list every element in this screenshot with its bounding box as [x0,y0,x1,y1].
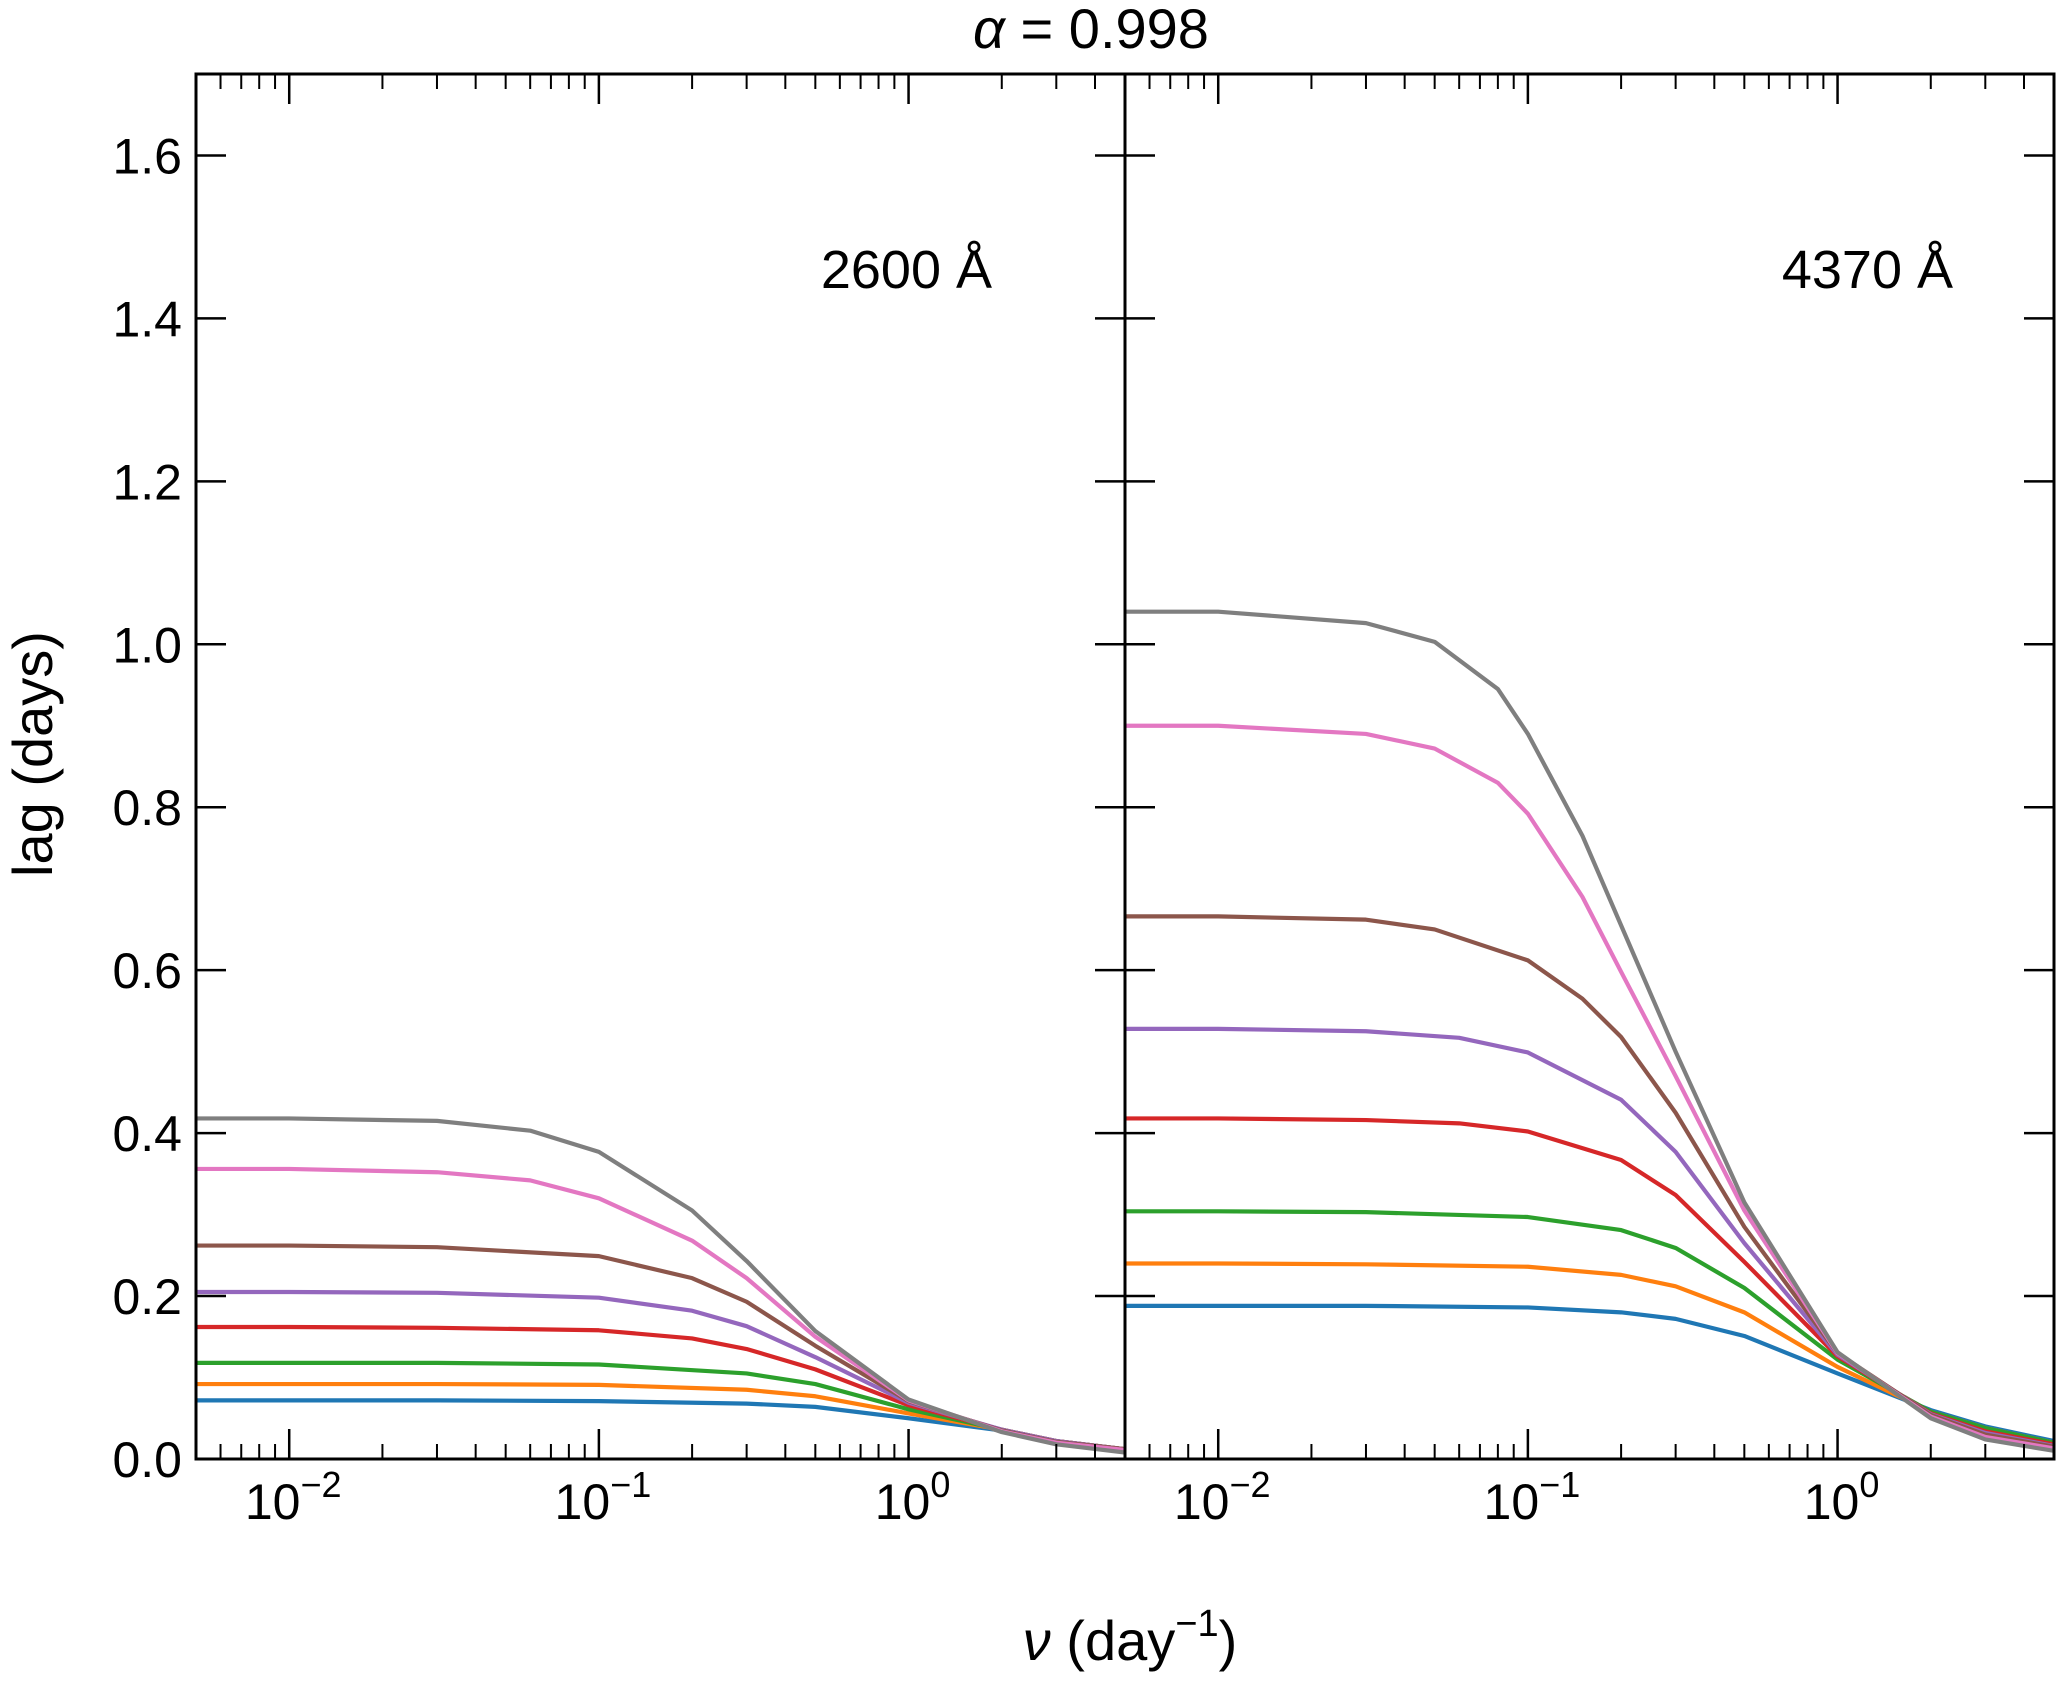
panel-label: 2600 Å [821,240,992,300]
series-line-6 [1125,914,2054,1449]
y-tick-label: 1.4 [112,291,182,347]
y-tick-label: 0.2 [112,1269,182,1325]
series-line-7 [196,1166,1125,1453]
chart-title: α = 0.998 [973,0,1209,60]
y-tick-label: 0.6 [112,943,182,999]
y-tick-label: 1.6 [112,128,182,184]
y-tick-label: 0.4 [112,1106,182,1162]
panel-label: 4370 Å [1782,240,1953,300]
y-tick-label: 0.0 [112,1432,182,1488]
y-tick-label: 1.2 [112,454,182,510]
y-axis-label: lag (days) [1,631,64,877]
x-label-close: ) [1219,1609,1238,1672]
x-tick-label: 10−2 [245,1464,342,1530]
x-tick-label: 100 [875,1464,951,1530]
series-line-7 [1125,723,2054,1451]
series-line-2 [1125,1261,2054,1445]
x-label-exp: −1 [1175,1603,1218,1645]
series-line-5 [1125,1026,2054,1449]
title-symbol: α [973,0,1007,60]
series-line-1 [1125,1303,2054,1444]
series-line-8 [1125,609,2054,1453]
series-line-4 [1125,1116,2054,1447]
x-tick-label: 10−1 [555,1464,652,1530]
y-tick-label: 0.8 [112,780,182,836]
x-tick-label: 10−2 [1174,1464,1271,1530]
y-tick-label: 1.0 [112,617,182,673]
x-label-text: (day [1051,1609,1176,1672]
panel-4370: 10−2 10−1 100 4370 Å [1123,72,2056,1530]
title-text: = 0.998 [1005,0,1209,60]
series-line-3 [196,1360,1125,1452]
x-tick-label: 100 [1804,1464,1880,1530]
x-tick-label: 10−1 [1484,1464,1581,1530]
series-line-8 [196,1116,1125,1455]
panel-2600: 0.0 0.2 0.4 0.6 0.8 1.0 1.2 1.4 1.6 10−2 10−1 100 26… [112,72,1127,1530]
x-axis-label: ν (day−1) [1023,1603,1237,1672]
plot-frame [1123,72,2056,1461]
series-line-6 [196,1243,1125,1452]
series-line-2 [196,1381,1125,1452]
x-label-symbol: ν [1023,1609,1051,1672]
